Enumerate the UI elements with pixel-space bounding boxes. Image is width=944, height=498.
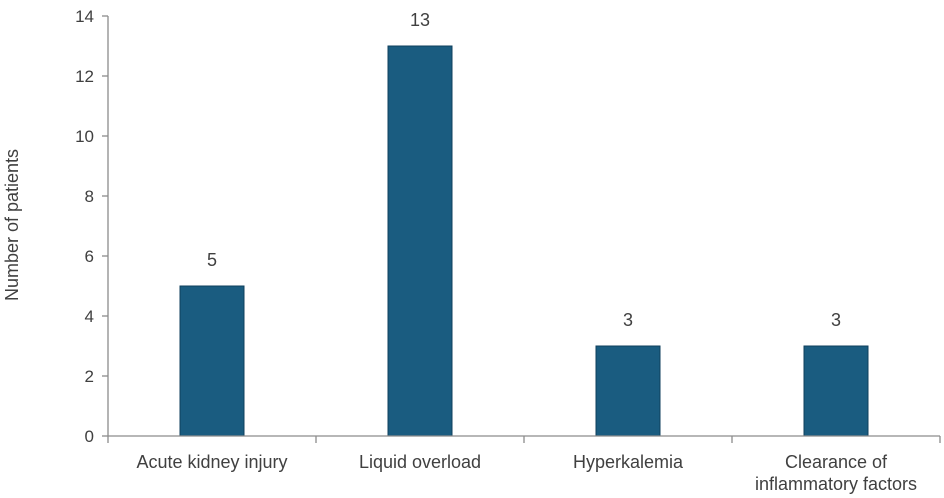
x-category-label: Clearance of inflammatory factors: [755, 452, 917, 494]
bar-data-label: 3: [623, 310, 633, 330]
bar-data-label: 3: [831, 310, 841, 330]
bar: [595, 345, 661, 437]
x-category-label: Acute kidney injury: [136, 452, 287, 472]
y-tick-label: 6: [85, 247, 94, 266]
y-tick-label: 14: [75, 7, 94, 26]
bar: [387, 45, 453, 437]
y-tick-label: 4: [85, 307, 94, 326]
y-tick-label: 10: [75, 127, 94, 146]
y-tick-label: 12: [75, 67, 94, 86]
x-category-label: Liquid overload: [359, 452, 481, 472]
y-tick-label: 2: [85, 367, 94, 386]
x-category-label: Hyperkalemia: [573, 452, 684, 472]
y-axis-title: Number of patients: [2, 149, 22, 301]
bar-data-label: 5: [207, 250, 217, 270]
bar: [179, 285, 245, 437]
bar: [803, 345, 869, 437]
y-tick-label: 0: [85, 427, 94, 446]
bar-data-label: 13: [410, 10, 430, 30]
y-tick-label: 8: [85, 187, 94, 206]
